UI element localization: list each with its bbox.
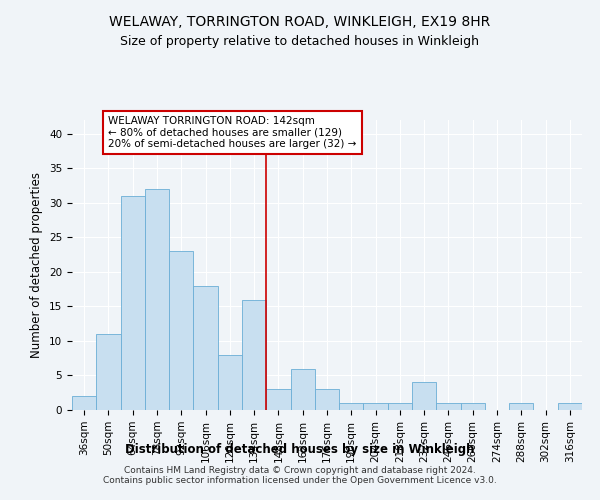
Bar: [96, 334, 121, 410]
Text: WELAWAY TORRINGTON ROAD: 142sqm
← 80% of detached houses are smaller (129)
20% o: WELAWAY TORRINGTON ROAD: 142sqm ← 80% of…: [109, 116, 357, 149]
Bar: [315, 390, 339, 410]
Text: Contains HM Land Registry data © Crown copyright and database right 2024.
Contai: Contains HM Land Registry data © Crown c…: [103, 466, 497, 485]
Bar: [461, 403, 485, 410]
Bar: [242, 300, 266, 410]
Bar: [388, 403, 412, 410]
Bar: [121, 196, 145, 410]
Bar: [412, 382, 436, 410]
Bar: [558, 403, 582, 410]
Bar: [509, 403, 533, 410]
Bar: [290, 368, 315, 410]
Bar: [266, 390, 290, 410]
Bar: [145, 189, 169, 410]
Bar: [72, 396, 96, 410]
Bar: [436, 403, 461, 410]
Bar: [193, 286, 218, 410]
Text: WELAWAY, TORRINGTON ROAD, WINKLEIGH, EX19 8HR: WELAWAY, TORRINGTON ROAD, WINKLEIGH, EX1…: [109, 15, 491, 29]
Bar: [339, 403, 364, 410]
Y-axis label: Number of detached properties: Number of detached properties: [31, 172, 43, 358]
Bar: [218, 355, 242, 410]
Bar: [364, 403, 388, 410]
Text: Size of property relative to detached houses in Winkleigh: Size of property relative to detached ho…: [121, 35, 479, 48]
Text: Distribution of detached houses by size in Winkleigh: Distribution of detached houses by size …: [125, 442, 475, 456]
Bar: [169, 251, 193, 410]
